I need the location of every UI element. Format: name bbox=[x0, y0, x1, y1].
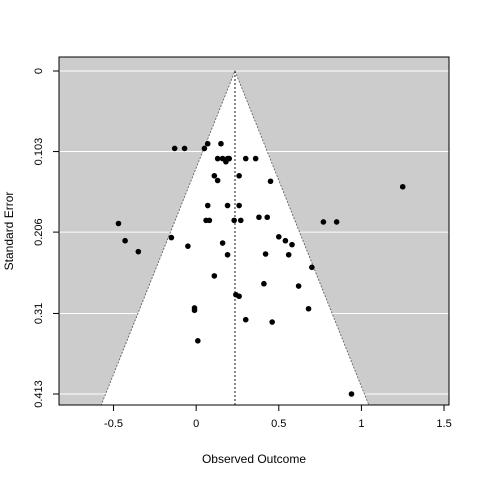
data-point bbox=[309, 264, 315, 271]
x-axis: -0.5 0 0.5 1 1.5 bbox=[104, 404, 452, 430]
data-point bbox=[333, 219, 340, 225]
y-tick-label: 0.206 bbox=[33, 218, 45, 246]
data-point bbox=[236, 172, 242, 179]
data-point bbox=[285, 251, 292, 258]
data-point bbox=[211, 273, 218, 279]
data-point bbox=[231, 217, 237, 224]
data-point bbox=[289, 241, 295, 248]
data-point bbox=[295, 283, 302, 289]
data-point bbox=[226, 155, 233, 162]
data-point bbox=[242, 155, 249, 162]
data-point bbox=[256, 214, 262, 221]
data-point bbox=[201, 145, 208, 152]
data-point bbox=[218, 140, 224, 147]
y-tick-label: 0.31 bbox=[33, 303, 45, 324]
y-axis-title: Standard Error bbox=[2, 192, 16, 271]
data-point bbox=[305, 305, 312, 312]
data-point bbox=[282, 237, 289, 244]
data-point bbox=[236, 202, 242, 209]
x-tick-label: 0.5 bbox=[271, 418, 286, 430]
data-point bbox=[262, 251, 269, 257]
data-point bbox=[267, 178, 274, 185]
data-point bbox=[171, 145, 178, 152]
data-point bbox=[195, 338, 201, 344]
data-point bbox=[185, 243, 191, 249]
data-points bbox=[115, 140, 406, 397]
y-tick-label: 0.413 bbox=[33, 380, 45, 408]
data-point bbox=[275, 234, 282, 240]
x-axis-title: Observed Outcome bbox=[202, 452, 306, 466]
data-point bbox=[252, 155, 259, 162]
data-point bbox=[219, 240, 226, 246]
data-point bbox=[214, 177, 221, 184]
data-point bbox=[204, 140, 211, 147]
x-tick-label: 1 bbox=[358, 418, 364, 430]
data-point bbox=[261, 280, 267, 287]
data-point bbox=[224, 202, 231, 209]
data-point bbox=[320, 219, 327, 225]
data-point bbox=[135, 248, 142, 255]
data-point bbox=[236, 293, 242, 300]
data-point bbox=[264, 214, 271, 221]
data-point bbox=[122, 237, 128, 244]
x-tick-label: 0 bbox=[193, 418, 199, 430]
data-point bbox=[191, 305, 198, 311]
y-tick-label: 0.103 bbox=[33, 138, 45, 166]
y-axis: 0 0.103 0.206 0.31 0.413 bbox=[33, 68, 60, 408]
y-tick-label: 0 bbox=[33, 68, 45, 74]
data-point bbox=[237, 217, 244, 224]
x-tick-label: -0.5 bbox=[104, 418, 123, 430]
data-point bbox=[348, 391, 355, 397]
data-point bbox=[168, 234, 175, 241]
data-point bbox=[211, 172, 218, 179]
data-point bbox=[115, 220, 122, 227]
data-point bbox=[224, 251, 231, 258]
data-point bbox=[204, 202, 211, 209]
data-point bbox=[181, 145, 188, 152]
x-tick-label: 1.5 bbox=[436, 418, 451, 430]
data-point bbox=[399, 183, 406, 190]
data-point bbox=[214, 155, 221, 162]
data-point bbox=[269, 319, 275, 325]
data-point bbox=[242, 316, 249, 323]
data-point bbox=[206, 217, 213, 224]
